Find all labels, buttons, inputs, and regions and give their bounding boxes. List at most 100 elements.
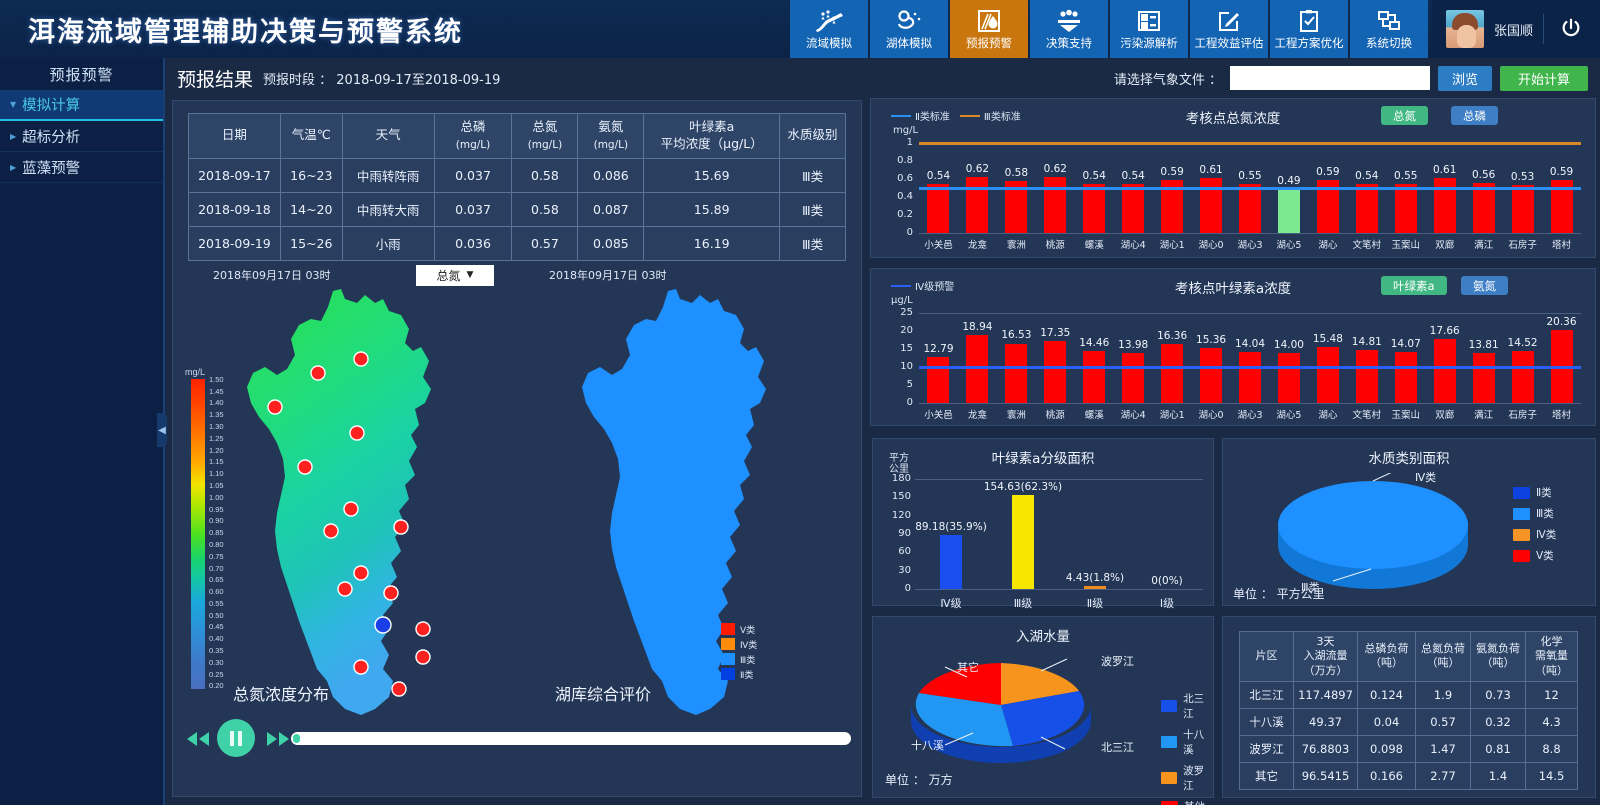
- tp-button[interactable]: 总磷: [1451, 106, 1498, 125]
- fast-forward-icon[interactable]: [265, 729, 291, 752]
- lake-evaluation-map[interactable]: [568, 285, 848, 745]
- cell: 0.037: [433, 157, 513, 193]
- legend-item: Ⅳ类: [721, 638, 757, 651]
- bar[interactable]: [1277, 188, 1300, 233]
- legend-swatch: [721, 623, 735, 636]
- cell: Ⅲ类: [779, 191, 846, 227]
- table-row: 北三江 117.4897 0.124 1.9 0.73 12: [1239, 680, 1578, 709]
- bar[interactable]: [940, 534, 962, 589]
- sidebar-item-lanzaoyujing[interactable]: ▶ 蓝藻预警: [0, 152, 163, 183]
- nav-item-xitongqiehuan[interactable]: 系统切换: [1349, 0, 1428, 58]
- colorbar-ticks: 1.50 1.45 1.40 1.35 1.30 1.25 1.20 1.15 1.10…: [209, 374, 224, 691]
- cell: 117.4897: [1293, 680, 1358, 709]
- bar-value-label: 14.46: [1079, 336, 1110, 349]
- power-icon[interactable]: [1554, 17, 1588, 42]
- bar[interactable]: [966, 177, 989, 233]
- bar[interactable]: [1005, 180, 1028, 233]
- nav-item-gongchengxiaoyipinggu[interactable]: 工程效益评估: [1189, 0, 1268, 58]
- cell: 0.58: [511, 157, 579, 193]
- bar-value-label: 18.94: [962, 320, 993, 333]
- bar[interactable]: [1433, 339, 1456, 403]
- bar[interactable]: [1394, 183, 1417, 233]
- parameter-selector[interactable]: 总氮 ▼: [416, 264, 494, 286]
- x-tick-label: 满江: [1474, 410, 1494, 421]
- bar-value-label: 4.43(1.8%): [1065, 572, 1125, 584]
- bar[interactable]: [1200, 178, 1223, 233]
- nh3-button[interactable]: 氨氮: [1461, 276, 1508, 295]
- bar-value-label: 15.48: [1312, 333, 1343, 346]
- nav-item-gongchengfanganyouhua[interactable]: 工程方案优化: [1269, 0, 1348, 58]
- timeline-slider[interactable]: [291, 732, 851, 745]
- water-quality-pie[interactable]: [1253, 473, 1493, 597]
- legend-item: 北三江: [1161, 691, 1213, 721]
- bar[interactable]: [1122, 352, 1145, 403]
- browse-button[interactable]: 浏览: [1437, 65, 1492, 91]
- sidebar-collapse-handle[interactable]: ◀: [157, 413, 167, 447]
- bar[interactable]: [1511, 350, 1534, 403]
- map-right-date: 2018年09月17日 03时: [549, 268, 667, 282]
- pie-unit-note: 单位 ： 万方: [885, 773, 953, 787]
- bar[interactable]: [1239, 352, 1261, 403]
- nav-item-juecezhichi[interactable]: 决策支持: [1029, 0, 1108, 58]
- bar[interactable]: [1044, 340, 1067, 403]
- bar[interactable]: [1277, 352, 1300, 403]
- map-station-marker: [383, 585, 399, 601]
- nav-item-liuyumoni[interactable]: 流域模拟: [789, 0, 868, 58]
- inflow-volume-pie[interactable]: [901, 645, 1101, 765]
- y-tick-label: 0: [906, 397, 913, 408]
- bar[interactable]: [1472, 353, 1495, 403]
- bar[interactable]: [1200, 347, 1223, 403]
- sidebar-item-label: 模拟计算: [22, 98, 81, 114]
- weather-file-input[interactable]: [1229, 66, 1430, 90]
- legend-label: Ⅲ类: [1536, 508, 1554, 520]
- bar[interactable]: [1044, 177, 1067, 233]
- bar-value-label: 12.79: [923, 342, 954, 355]
- nav-item-yubaoyujing[interactable]: 预报预警: [949, 0, 1028, 58]
- x-tick-label: 玉案山: [1391, 240, 1420, 251]
- x-tick-label: 桃源: [1045, 240, 1065, 251]
- bar[interactable]: [927, 356, 950, 403]
- bar[interactable]: [1550, 179, 1573, 233]
- sidebar-item-moniJisuan[interactable]: ▼ 模拟计算: [0, 90, 163, 121]
- nav-item-wuranyuanjiexi[interactable]: 污染源解析: [1109, 0, 1188, 58]
- pause-button[interactable]: [217, 719, 255, 757]
- gridline: [915, 589, 1203, 590]
- bar[interactable]: [1472, 182, 1495, 233]
- legend-item: Ⅱ类: [721, 668, 757, 681]
- cell: 0.166: [1357, 761, 1416, 790]
- legend-label: 十八溪: [1183, 729, 1205, 756]
- bar[interactable]: [1433, 178, 1456, 233]
- cell: 2018-09-19: [188, 225, 281, 261]
- bar[interactable]: [1239, 183, 1261, 233]
- th-inflow: 3天 入湖流量 （万方）: [1293, 631, 1358, 682]
- bar[interactable]: [1161, 344, 1184, 403]
- chla-button[interactable]: 叶绿素a: [1381, 276, 1447, 295]
- bar[interactable]: [1084, 586, 1106, 589]
- rewind-icon[interactable]: [185, 729, 211, 752]
- tn-button[interactable]: 总氮: [1381, 106, 1428, 125]
- bar[interactable]: [1394, 352, 1417, 403]
- x-tick-label: 龙龛: [967, 240, 987, 251]
- sidebar-item-chaobiaofenxi[interactable]: ▶ 超标分析: [0, 121, 163, 152]
- bar[interactable]: [1161, 179, 1184, 233]
- bar[interactable]: [1083, 184, 1106, 233]
- pie-callout: Ⅳ类: [1415, 471, 1437, 484]
- bar[interactable]: [1012, 494, 1034, 589]
- tn-concentration-map[interactable]: [233, 285, 513, 745]
- bar[interactable]: [1122, 184, 1145, 233]
- bar[interactable]: [1355, 184, 1378, 233]
- x-tick-label: 寰洲: [1006, 240, 1026, 251]
- bar[interactable]: [1083, 350, 1106, 403]
- bar-value-label: 0.62: [965, 163, 990, 176]
- forecast-table: 日期 气温℃ 天气 总磷 (mg/L) 总氮 (mg/L) 氨氮 (mg/L) 叶绿素…: [188, 113, 846, 261]
- bar[interactable]: [1316, 179, 1339, 233]
- pie-legend: Ⅱ类 Ⅲ类 Ⅳ类 Ⅴ类: [1513, 485, 1556, 569]
- start-calculation-button[interactable]: 开始计算: [1499, 65, 1588, 91]
- bar[interactable]: [927, 184, 950, 233]
- nav-item-hutimoni[interactable]: 湖体模拟: [869, 0, 948, 58]
- x-tick-label: 寰洲: [1006, 410, 1026, 421]
- bar[interactable]: [1316, 347, 1339, 403]
- bar[interactable]: [1511, 185, 1534, 233]
- bar[interactable]: [1355, 349, 1378, 403]
- bar[interactable]: [1005, 343, 1028, 403]
